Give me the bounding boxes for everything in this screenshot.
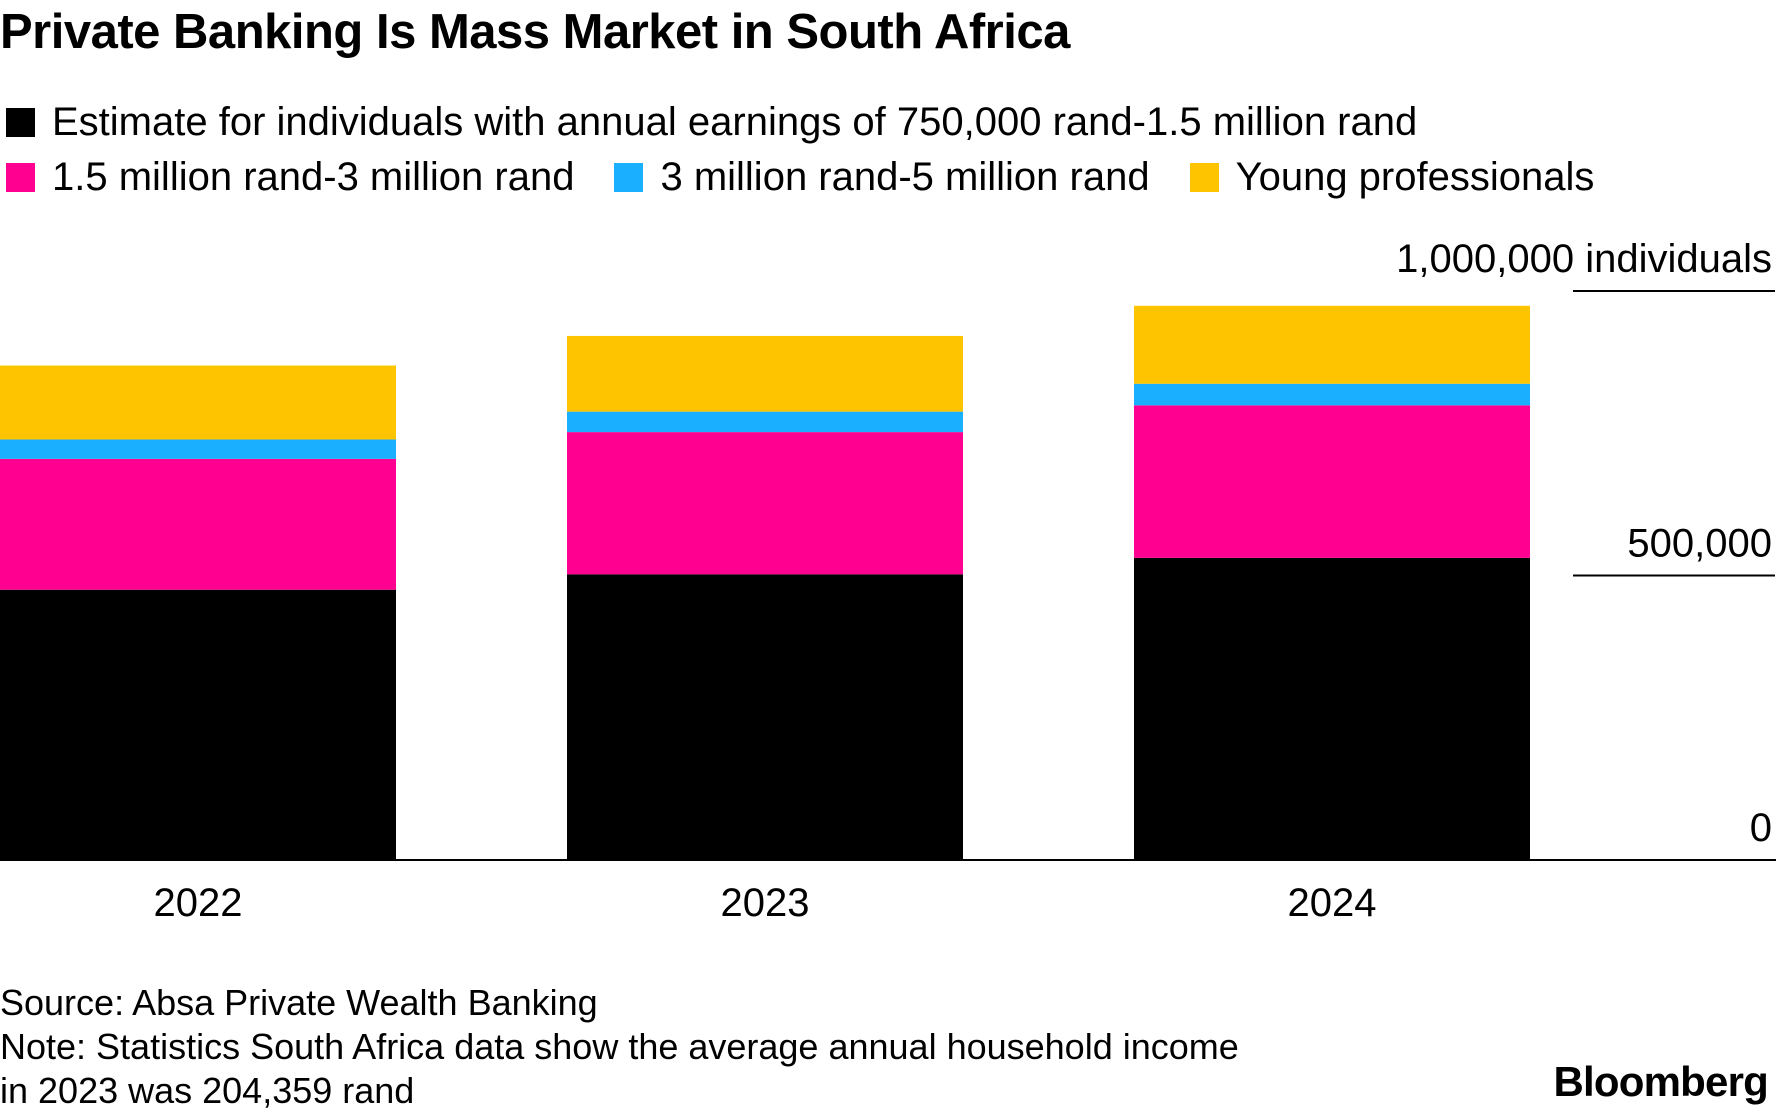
legend-item-3m-5m: 3 million rand-5 million rand	[608, 154, 1150, 200]
legend-label-1-5m-3m: 1.5 million rand-3 million rand	[52, 154, 575, 199]
legend-label-750k-1-5m: Estimate for individuals with annual ear…	[52, 99, 1418, 144]
legend-label-young-professionals: Young professionals	[1235, 154, 1595, 199]
y-tick-label-0: 0	[1750, 806, 1772, 850]
legend-row-1: Estimate for individuals with annual ear…	[0, 97, 1417, 147]
source-note: Source: Absa Private Wealth Banking	[0, 982, 598, 1023]
bar-2022-series-0	[0, 589, 396, 860]
bar-2023-series-1	[567, 432, 963, 575]
footnote-line-2: in 2023 was 204,359 rand	[0, 1070, 415, 1111]
bar-2024-series-1	[1134, 405, 1530, 558]
bar-2024-series-0	[1134, 557, 1530, 860]
legend-item-750k-1-5m: Estimate for individuals with annual ear…	[0, 100, 1417, 145]
legend-item-1-5m-3m: 1.5 million rand-3 million rand	[0, 155, 574, 200]
y-tick-label-2: 1,000,000 individuals	[1396, 237, 1772, 281]
legend-swatch-750k-1-5m	[6, 107, 35, 137]
x-tick-label-2022: 2022	[154, 881, 243, 925]
x-tick-label-2023: 2023	[721, 881, 810, 925]
x-tick-label-2024: 2024	[1288, 881, 1377, 925]
bar-2024-series-2	[1134, 383, 1530, 406]
legend-swatch-3m-5m	[614, 162, 644, 192]
bar-2022-series-2	[0, 439, 396, 459]
footnote-line-1: Note: Statistics South Africa data show …	[0, 1026, 1239, 1067]
bar-2022-series-1	[0, 458, 396, 590]
bar-2024-series-3	[1134, 305, 1530, 384]
bar-2022-series-3	[0, 365, 396, 440]
legend-swatch-young-professionals	[1189, 162, 1219, 192]
legend-row-2: 1.5 million rand-3 million rand 3 millio…	[0, 152, 1594, 202]
legend-swatch-1-5m-3m	[6, 162, 35, 192]
y-tick-label-1: 500,000	[1627, 522, 1772, 566]
bar-2023-series-0	[567, 574, 963, 860]
legend-label-3m-5m: 3 million rand-5 million rand	[660, 154, 1150, 199]
bar-2023-series-3	[567, 335, 963, 412]
bloomberg-logo: Bloomberg	[1553, 1058, 1769, 1105]
bar-2023-series-2	[567, 411, 963, 433]
chart-title: Private Banking Is Mass Market in South …	[0, 5, 1070, 59]
legend-item-young-professionals: Young professionals	[1184, 154, 1595, 200]
